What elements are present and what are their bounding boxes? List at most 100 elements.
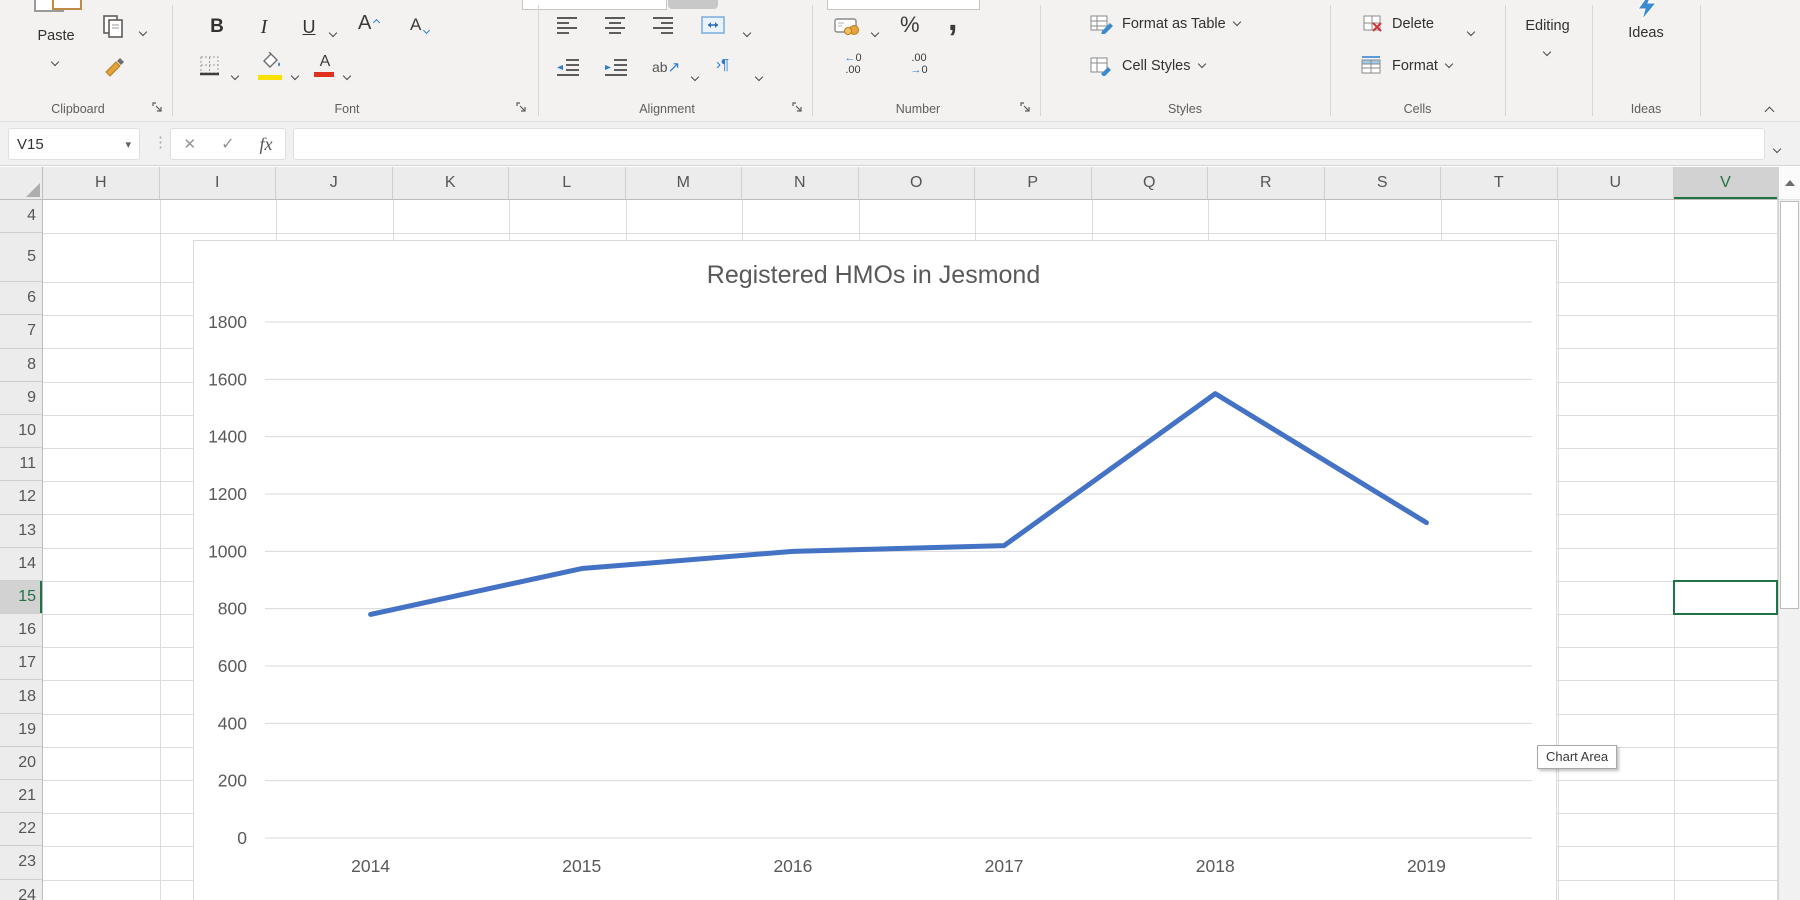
merge-center-dropdown-icon[interactable] [742,23,752,41]
format-button[interactable]: Format [1358,56,1454,76]
comma-style-button[interactable]: , [948,0,958,38]
row-header[interactable]: 8 [0,349,42,382]
row-header[interactable]: 13 [0,515,42,548]
editing-button[interactable]: Editing [1525,18,1570,34]
column-header[interactable]: I [160,167,276,199]
name-box[interactable]: V15 ▾ [8,128,140,160]
delete-button[interactable]: Delete [1358,14,1434,34]
row-header[interactable]: 20 [0,747,42,780]
orientation-icon[interactable]: ab↗ [652,59,681,76]
copy-icon[interactable] [102,14,126,40]
underline-dropdown-icon[interactable] [328,23,338,41]
collapse-ribbon-icon[interactable] [1764,102,1775,120]
cell-styles-button[interactable]: Cell Styles [1090,56,1206,76]
scrollbar-thumb[interactable] [1780,201,1799,609]
row-header[interactable]: 14 [0,548,42,581]
percent-style-button[interactable]: % [900,12,920,37]
column-header[interactable]: Q [1092,167,1208,199]
wrap-text-dropdown-icon[interactable] [754,67,764,85]
row-header[interactable]: 11 [0,448,42,482]
column-header[interactable]: U [1558,167,1674,199]
chart-plot-area[interactable]: 0 200 400 600 800 1000 1200 1400 1600 1800 2014 201… [194,241,1558,900]
chart-object[interactable]: Registered HMOs in Jesmond 0 200 400 600 800… [193,240,1557,900]
italic-button[interactable]: I [260,15,268,38]
font-name-combo-cutoff[interactable] [522,0,667,10]
expand-formula-bar-icon[interactable] [1772,139,1782,157]
row-header[interactable]: 24 [0,880,42,900]
column-header[interactable]: L [509,167,626,199]
format-painter-icon[interactable] [102,56,128,80]
row-header[interactable]: 7 [0,315,42,349]
clipboard-dialog-launcher-icon[interactable] [152,102,164,114]
row-header[interactable]: 6 [0,282,42,316]
column-header[interactable]: M [626,167,742,199]
decrease-decimal-icon[interactable]: .00 →0 [910,52,928,76]
cancel-icon[interactable]: ✕ [183,136,197,153]
column-header[interactable]: S [1325,167,1441,199]
column-header[interactable]: R [1208,167,1325,199]
ideas-button[interactable]: Ideas [1600,0,1692,41]
increase-decimal-icon[interactable]: ←0.00 [844,52,862,76]
paste-button[interactable]: Paste [37,28,75,44]
row-header[interactable]: 9 [0,382,42,415]
row-header[interactable]: 18 [0,680,42,714]
row-header[interactable]: 10 [0,415,42,449]
merge-center-icon[interactable] [700,16,726,34]
row-header[interactable]: 21 [0,780,42,814]
delete-dropdown-icon[interactable] [1466,22,1476,40]
format-as-table-button[interactable]: Format as Table [1090,14,1241,34]
row-header[interactable]: 19 [0,714,42,747]
name-box-dropdown-icon[interactable]: ▾ [125,138,131,151]
row-header[interactable]: 5 [0,233,42,283]
selected-cell[interactable] [1673,580,1778,615]
font-color-dropdown-icon[interactable] [342,66,352,84]
fill-color-dropdown-icon[interactable] [290,66,300,84]
column-header[interactable]: V [1674,167,1778,199]
underline-button[interactable]: U [302,16,316,37]
accounting-dropdown-icon[interactable] [870,23,880,41]
accounting-format-icon[interactable] [834,16,862,36]
column-header[interactable]: P [975,167,1092,199]
row-header[interactable]: 15 [0,580,42,615]
chart-title[interactable]: Registered HMOs in Jesmond [706,261,1041,289]
borders-dropdown-icon[interactable] [230,66,240,84]
formula-input[interactable] [293,128,1765,160]
increase-indent-icon[interactable] [604,58,628,76]
row-header[interactable]: 16 [0,614,42,648]
row-header[interactable]: 12 [0,481,42,515]
bold-button[interactable]: B [210,16,224,37]
number-dialog-launcher-icon[interactable] [1020,102,1032,114]
column-header[interactable]: K [393,167,509,199]
align-center-icon[interactable] [604,16,626,34]
row-header[interactable]: 23 [0,846,42,880]
insert-function-icon[interactable]: fx [259,133,273,154]
decrease-indent-icon[interactable] [556,58,580,76]
font-dialog-launcher-icon[interactable] [516,102,528,114]
alignment-dialog-launcher-icon[interactable] [792,102,804,114]
fill-color-button[interactable] [258,51,284,80]
column-header[interactable]: H [43,167,160,199]
column-header[interactable]: O [859,167,975,199]
font-color-button[interactable]: A [314,53,336,77]
wrap-text-icon[interactable]: ›¶ [716,56,730,73]
row-header[interactable]: 4 [0,200,42,234]
align-right-icon[interactable] [652,16,674,34]
select-all-button[interactable] [0,167,43,200]
row-header[interactable]: 17 [0,647,42,681]
orientation-dropdown-icon[interactable] [690,67,700,85]
column-header[interactable]: T [1441,167,1558,199]
number-format-combo-cutoff[interactable] [827,0,980,10]
grow-font-button[interactable]: A [358,12,381,35]
scroll-up-button[interactable] [1779,167,1800,200]
row-header[interactable]: 22 [0,813,42,847]
enter-icon[interactable]: ✓ [221,136,235,153]
column-header[interactable]: N [742,167,859,199]
align-left-icon[interactable] [556,16,578,34]
editing-dropdown-icon[interactable] [1542,42,1552,60]
shrink-font-button[interactable]: A [410,15,431,35]
borders-icon[interactable] [200,56,220,76]
paste-dropdown-icon[interactable] [50,52,60,70]
column-header[interactable]: J [276,167,393,199]
vertical-scrollbar[interactable] [1778,167,1800,900]
